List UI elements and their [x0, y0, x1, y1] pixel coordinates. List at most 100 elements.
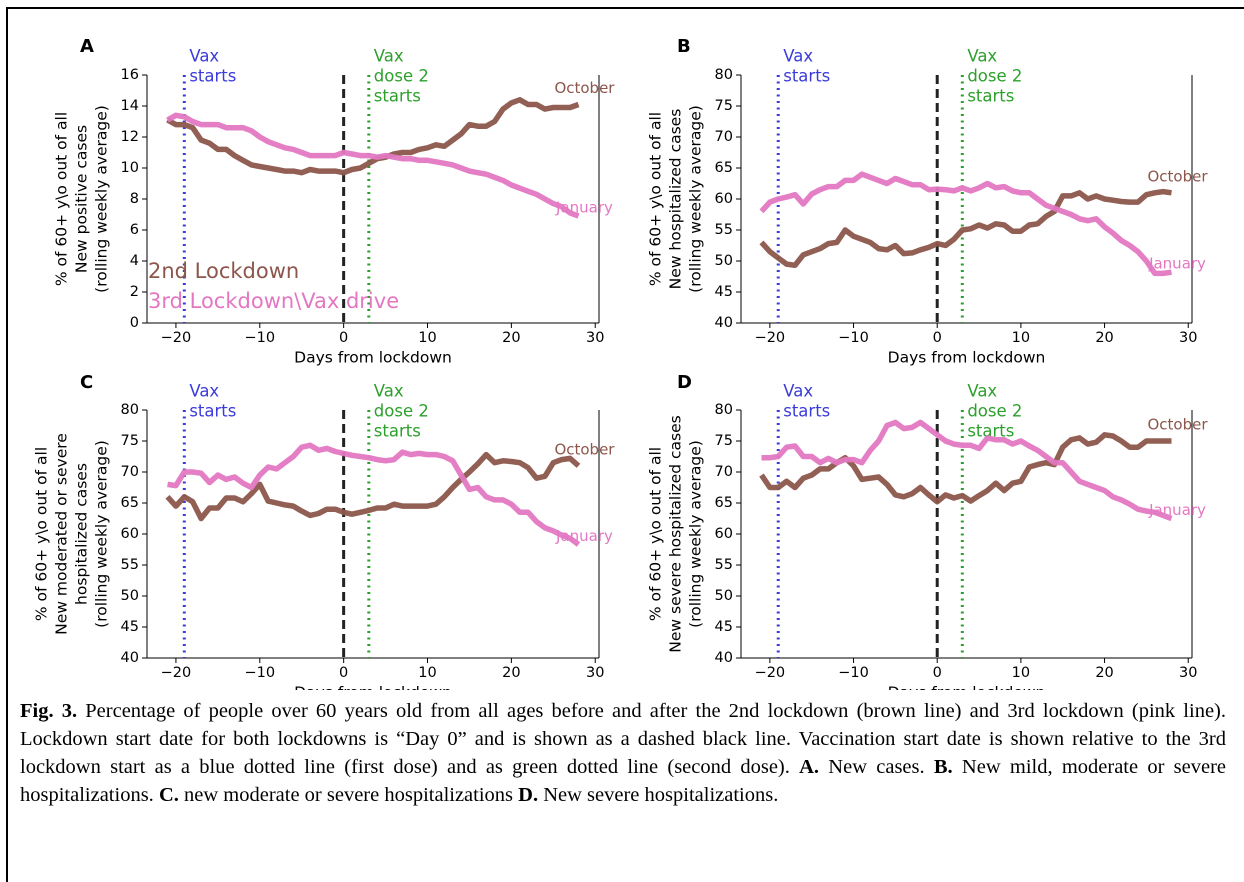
reference-label: dose 2: [967, 402, 1022, 421]
chart-grid: A 0 2 4 6 8 10 12 14 16 −20 −10 0 10 20 30 Days from loc…: [33, 36, 1209, 691]
y-tick-label: 16: [121, 67, 139, 83]
panel-label: A: [80, 36, 94, 57]
y-tick-label: 55: [715, 557, 733, 573]
y-axis-label: % of 60+ y\o out of all: [647, 112, 665, 286]
y-tick-label: 75: [715, 98, 733, 114]
reference-label: starts: [374, 87, 421, 106]
y-tick-label: 55: [715, 222, 733, 238]
caption-label: D.: [518, 784, 539, 806]
y-tick-label: 70: [715, 464, 733, 480]
y-tick-label: 4: [130, 253, 139, 269]
panel: C 40 45 50 55 60 65 70 75 80 −20 −10 0 10 20 30 Days fro…: [33, 372, 616, 690]
end-label: October: [1147, 167, 1208, 185]
x-tick-label: −10: [838, 330, 869, 346]
x-tick-label: 0: [933, 330, 942, 346]
y-axis-label: New positive cases: [73, 125, 91, 273]
caption-text: new moderate or severe hospitalizations: [178, 784, 519, 806]
reference-label: starts: [189, 67, 236, 86]
reference-label: starts: [967, 87, 1014, 106]
y-tick-label: 80: [715, 402, 733, 418]
series-line: [759, 188, 1172, 269]
reference-label: starts: [783, 402, 830, 421]
x-axis-label: Days from lockdown: [888, 349, 1046, 367]
y-axis-label: New moderated or severe: [53, 433, 71, 635]
y-tick-label: 50: [715, 588, 733, 604]
reference-label: Vax: [967, 382, 997, 401]
x-tick-label: 20: [1095, 330, 1113, 346]
y-tick-label: 40: [715, 650, 733, 666]
y-tick-label: 45: [121, 619, 139, 635]
x-tick-label: 0: [339, 665, 348, 681]
x-tick-label: 20: [1095, 665, 1113, 681]
x-tick-label: −10: [244, 330, 275, 346]
reference-label: Vax: [783, 47, 813, 66]
y-axis-label: (rolling weekly average): [93, 440, 111, 628]
y-tick-label: 50: [121, 588, 139, 604]
caption-text: New cases.: [819, 756, 934, 778]
y-tick-label: 65: [715, 495, 733, 511]
caption-text: New severe hospitalizations.: [538, 784, 779, 806]
reference-label: starts: [783, 67, 830, 86]
y-tick-label: 70: [715, 129, 733, 145]
series-line: [759, 432, 1172, 505]
series-line: [166, 97, 580, 176]
reference-label: starts: [967, 422, 1014, 441]
y-axis-label: % of 60+ y\o out of all: [33, 447, 51, 621]
panel-label: C: [80, 372, 93, 393]
y-axis-label: (rolling weekly average): [93, 105, 111, 293]
x-tick-label: 20: [502, 665, 520, 681]
x-tick-label: 30: [586, 330, 604, 346]
y-tick-label: 55: [121, 557, 139, 573]
y-tick-label: 45: [715, 284, 733, 300]
x-tick-label: −20: [755, 330, 786, 346]
caption-label: Fig. 3.: [20, 700, 78, 722]
caption-label: B.: [933, 756, 953, 778]
caption-text: Percentage of people over 60 years old f…: [20, 700, 1226, 778]
panel: B 40 45 50 55 60 65 70 75 80 −20 −10 0 10 20 30 Days fro…: [647, 36, 1209, 367]
reference-label: Vax: [374, 47, 404, 66]
x-axis-label: Days from lockdown: [888, 684, 1046, 691]
reference-label: Vax: [967, 47, 997, 66]
y-tick-label: 10: [121, 160, 139, 176]
y-tick-label: 40: [121, 650, 139, 666]
x-axis-label: Days from lockdown: [294, 349, 452, 367]
y-tick-label: 75: [121, 433, 139, 449]
x-tick-label: 30: [1179, 665, 1197, 681]
caption-text: New mild, moderate or severe hospitaliza…: [20, 756, 1226, 806]
y-axis-label: (rolling weekly average): [687, 105, 705, 293]
figure-frame: [6, 7, 1244, 882]
y-axis-label: New severe hospitalized cases: [667, 415, 685, 652]
reference-label: Vax: [189, 382, 219, 401]
reference-label: starts: [189, 402, 236, 421]
reference-label: Vax: [783, 382, 813, 401]
end-label: January: [555, 527, 613, 545]
x-tick-label: 10: [1012, 665, 1030, 681]
x-tick-label: 0: [339, 330, 348, 346]
y-tick-label: 40: [715, 315, 733, 331]
caption-label: C.: [158, 784, 179, 806]
series-line: [167, 442, 581, 547]
y-tick-label: 12: [121, 129, 139, 145]
end-label: October: [554, 79, 615, 97]
reference-label: starts: [374, 422, 421, 441]
panel-label: D: [677, 372, 692, 393]
x-tick-label: 10: [1012, 330, 1030, 346]
y-tick-label: 0: [130, 315, 139, 331]
end-label: October: [1147, 416, 1208, 434]
series-line: [166, 112, 580, 219]
caption: Fig. 3. Percentage of people over 60 yea…: [20, 697, 1226, 809]
reference-label: dose 2: [374, 67, 429, 86]
caption-label: A.: [799, 756, 820, 778]
y-axis-label: % of 60+ y\o out of all: [53, 112, 71, 286]
end-label: January: [1148, 255, 1206, 273]
x-tick-label: −20: [161, 330, 192, 346]
x-tick-label: −10: [244, 665, 275, 681]
reference-label: Vax: [189, 47, 219, 66]
x-tick-label: −20: [755, 665, 786, 681]
x-tick-label: 30: [1179, 330, 1197, 346]
reference-label: Vax: [374, 382, 404, 401]
x-tick-label: 30: [586, 665, 604, 681]
y-tick-label: 65: [121, 495, 139, 511]
x-tick-label: 10: [418, 665, 436, 681]
y-tick-label: 75: [715, 433, 733, 449]
